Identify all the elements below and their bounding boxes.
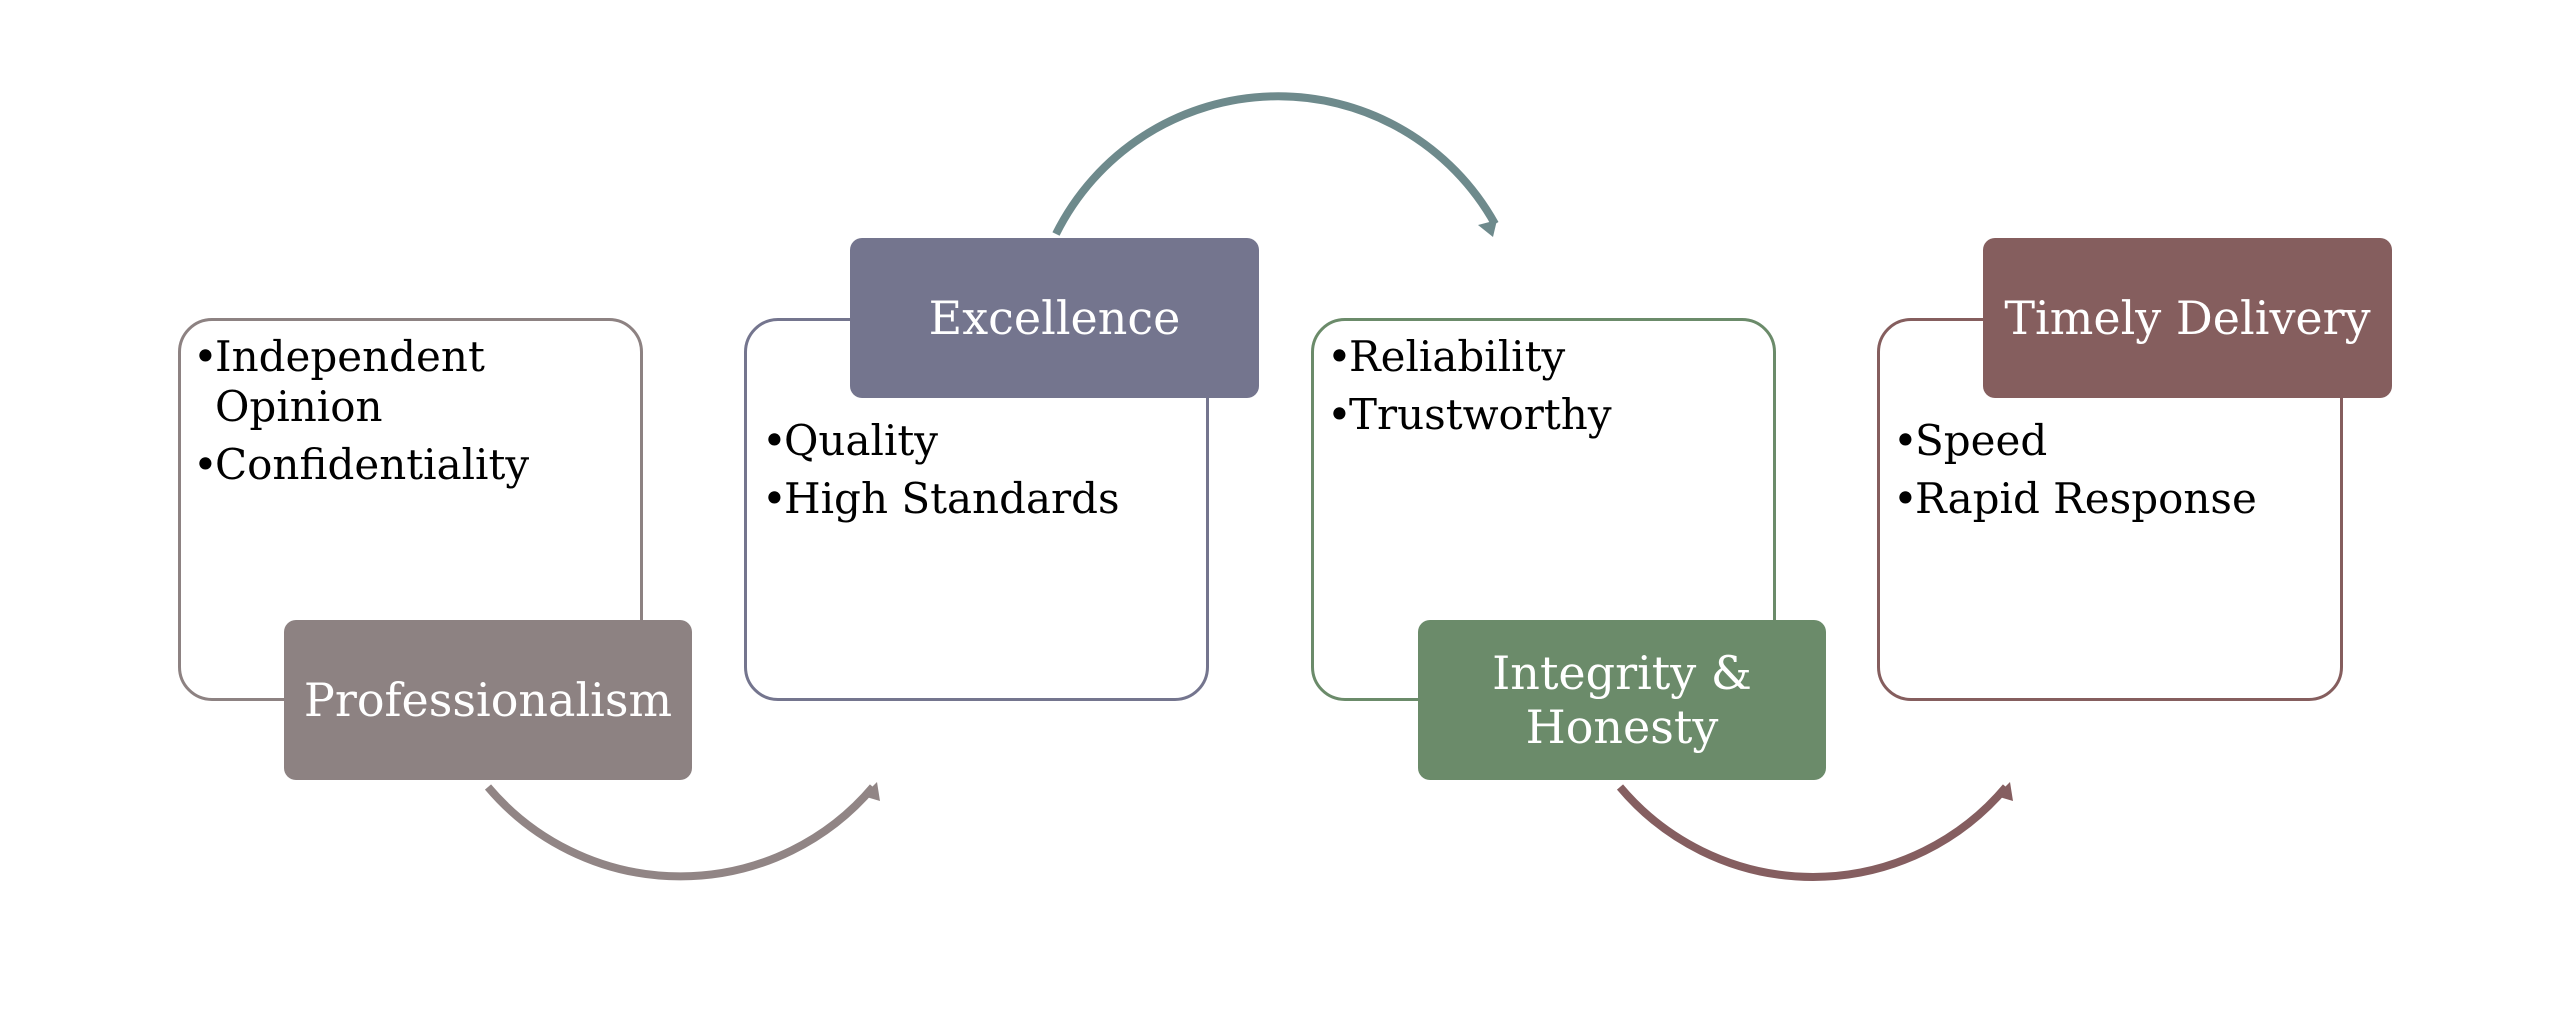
bullet-item: High Standards	[762, 474, 1192, 524]
curved-arrow-2	[1052, 92, 1499, 236]
bullet-item: Rapid Response	[1893, 474, 2323, 524]
bullet-item: Confidentiality	[193, 440, 529, 490]
arrow-head-2	[1478, 220, 1497, 237]
bullet-list-excellence: Quality High Standards	[762, 416, 1192, 532]
bullet-item: Reliability	[1327, 332, 1757, 382]
curved-arrow-3	[1616, 784, 2010, 881]
tab-timely-delivery: Timely Delivery	[1983, 238, 2392, 398]
bullet-list-integrity-honesty: Reliability Trustworthy	[1327, 332, 1757, 448]
bullet-list-timely-delivery: Speed Rapid Response	[1893, 416, 2323, 532]
arrow-head-1	[863, 782, 880, 801]
tab-integrity-honesty: Integrity & Honesty	[1418, 620, 1826, 780]
bullet-item: Speed	[1893, 416, 2323, 466]
bullet-list-professionalism: Independent Opinion Confidentiality	[193, 332, 529, 498]
tab-excellence: Excellence	[850, 238, 1259, 398]
bullet-item: Trustworthy	[1327, 390, 1757, 440]
curved-arrow-1	[484, 784, 877, 881]
arrow-head-3	[1996, 782, 2013, 801]
bullet-item: Quality	[762, 416, 1192, 466]
bullet-item: Independent Opinion	[193, 332, 523, 432]
tab-professionalism: Professionalism	[284, 620, 692, 780]
